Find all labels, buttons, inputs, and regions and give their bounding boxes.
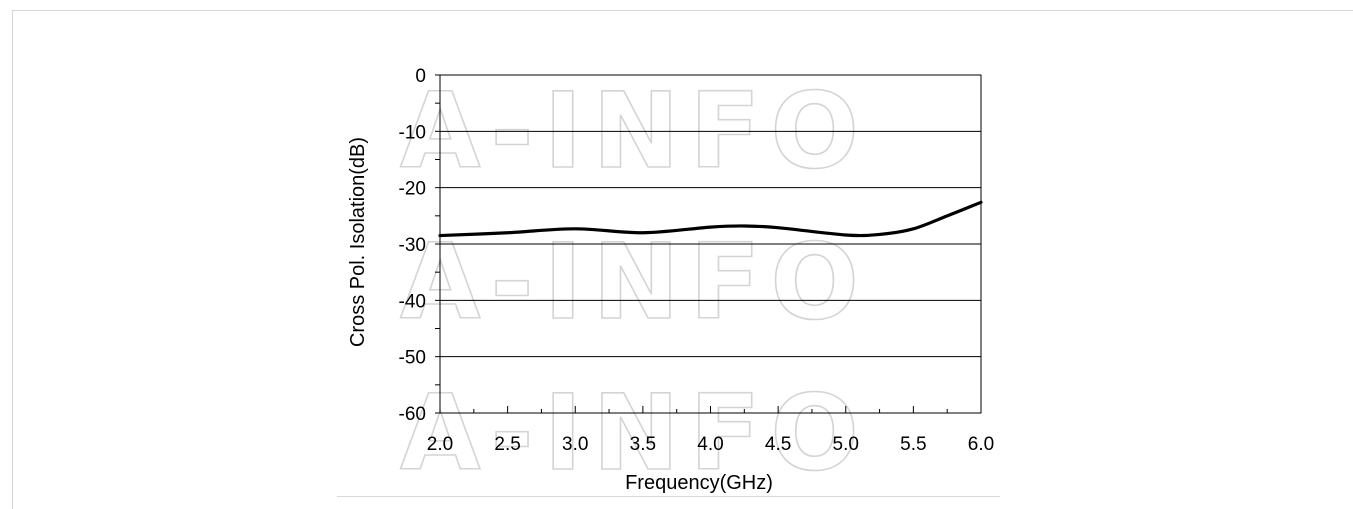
x-tick-label-6: 5.0 [833,434,859,455]
x-tick-label-4: 4.0 [697,434,723,455]
x-tick-labels: 2.0 2.5 3.0 3.5 4.0 4.5 5.0 5.5 6.0 [427,434,994,455]
x-tick-label-8: 6.0 [968,434,994,455]
y-tick-labels: 0 -10 -20 -30 -40 -50 -60 [399,66,426,425]
x-tick-label-3: 3.5 [630,434,656,455]
y-tick-label-2: -20 [399,179,426,200]
series-group [438,200,983,238]
y-axis-title: Cross Pol. Isolation(dB) [347,137,369,347]
x-tick-label-0: 2.0 [427,434,453,455]
grid-lines [440,130,981,358]
watermark-2: A-INFO [400,221,869,343]
watermark-group: A-INFO A-INFO A-INFO [399,69,869,495]
minor-ticks [435,74,982,414]
y-tick-label-4: -40 [399,291,426,312]
frame-top-border [12,10,1353,11]
x-tick-label-1: 2.5 [494,434,520,455]
y-tick-label-0: 0 [415,66,426,87]
x-tick-label-5: 4.5 [765,434,791,455]
y-tick-label-5: -50 [399,348,426,369]
caption-rule [337,496,1000,497]
frame-left-border [12,10,13,509]
watermark-3: A-INFO [400,372,869,494]
y-tick-label-6: -60 [399,404,426,425]
x-axis-title: Frequency(GHz) [625,472,773,494]
x-tick-label-7: 5.5 [900,434,926,455]
y-tick-label-1: -10 [399,122,426,143]
series-line-0 [438,200,983,238]
x-tick-label-2: 3.0 [562,434,588,455]
y-tick-label-3: -30 [399,235,426,256]
plot-area-frame [439,74,982,414]
